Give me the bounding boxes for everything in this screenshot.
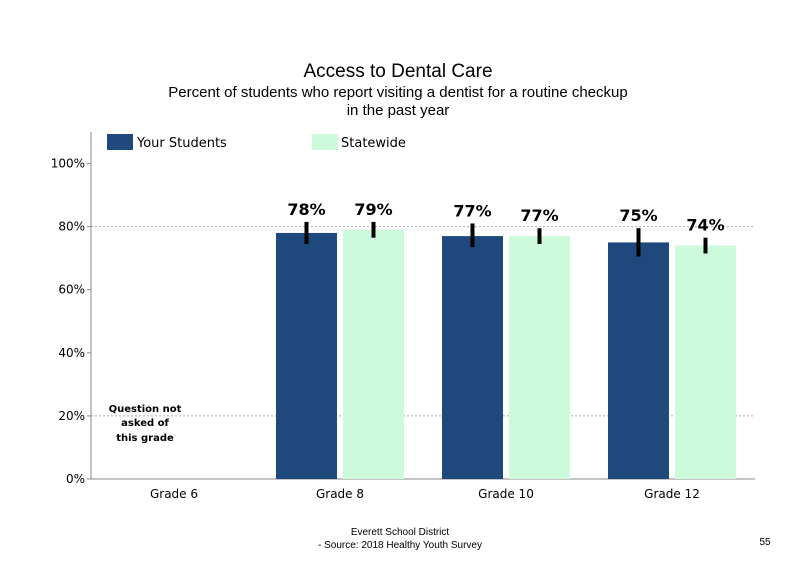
y-tick-label-4: 80% xyxy=(58,220,85,234)
bar-your-students-3 xyxy=(608,242,669,479)
note-line-3: this grade xyxy=(116,433,174,444)
bar-statewide-3 xyxy=(675,245,736,479)
category-labels: Grade 6 Grade 8 Grade 10 Grade 12 xyxy=(150,487,700,501)
page-number: 55 xyxy=(759,537,771,548)
chart-title: Access to Dental Care xyxy=(303,61,492,82)
data-label-statewide-1: 79% xyxy=(354,200,392,219)
not-asked-note: Question not asked of this grade xyxy=(109,404,182,444)
error-bars xyxy=(304,221,708,257)
y-tick-labels: 0% 20% 40% 60% 80% 100% xyxy=(51,157,91,486)
y-tick-label-2: 40% xyxy=(58,346,85,360)
note-line-2: asked of xyxy=(121,418,169,429)
y-tick-label-0: 0% xyxy=(66,472,85,486)
bars xyxy=(276,229,736,479)
data-label-statewide-3: 74% xyxy=(686,216,724,235)
legend: Your Students Statewide xyxy=(107,134,406,151)
data-label-your-students-2: 77% xyxy=(453,201,491,220)
y-tick-label-3: 60% xyxy=(58,283,85,297)
legend-swatch-your-students xyxy=(107,134,133,150)
footer-source: - Source: 2018 Healthy Youth Survey xyxy=(318,540,482,551)
legend-swatch-statewide xyxy=(312,134,338,150)
chart-subtitle-line-1: Percent of students who report visiting … xyxy=(168,84,627,101)
legend-label-statewide: Statewide xyxy=(341,136,406,151)
chart-subtitle-line-2: in the past year xyxy=(347,102,450,119)
data-label-statewide-2: 77% xyxy=(520,206,558,225)
data-labels: 78% 77% 75% 79% 77% 74% xyxy=(287,200,724,235)
bar-statewide-1 xyxy=(343,229,404,479)
category-label-1: Grade 8 xyxy=(316,487,364,501)
bar-statewide-2 xyxy=(509,236,570,479)
legend-label-your-students: Your Students xyxy=(136,136,227,151)
note-line-1: Question not xyxy=(109,404,182,415)
bar-your-students-2 xyxy=(442,236,503,479)
y-tick-label-5: 100% xyxy=(51,157,85,171)
bar-your-students-1 xyxy=(276,232,337,479)
data-label-your-students-1: 78% xyxy=(287,200,325,219)
footer-district: Everett School District xyxy=(351,527,450,538)
category-label-2: Grade 10 xyxy=(478,487,534,501)
data-label-your-students-3: 75% xyxy=(619,206,657,225)
category-label-3: Grade 12 xyxy=(644,487,700,501)
category-label-0: Grade 6 xyxy=(150,487,198,501)
y-tick-label-1: 20% xyxy=(58,409,85,423)
